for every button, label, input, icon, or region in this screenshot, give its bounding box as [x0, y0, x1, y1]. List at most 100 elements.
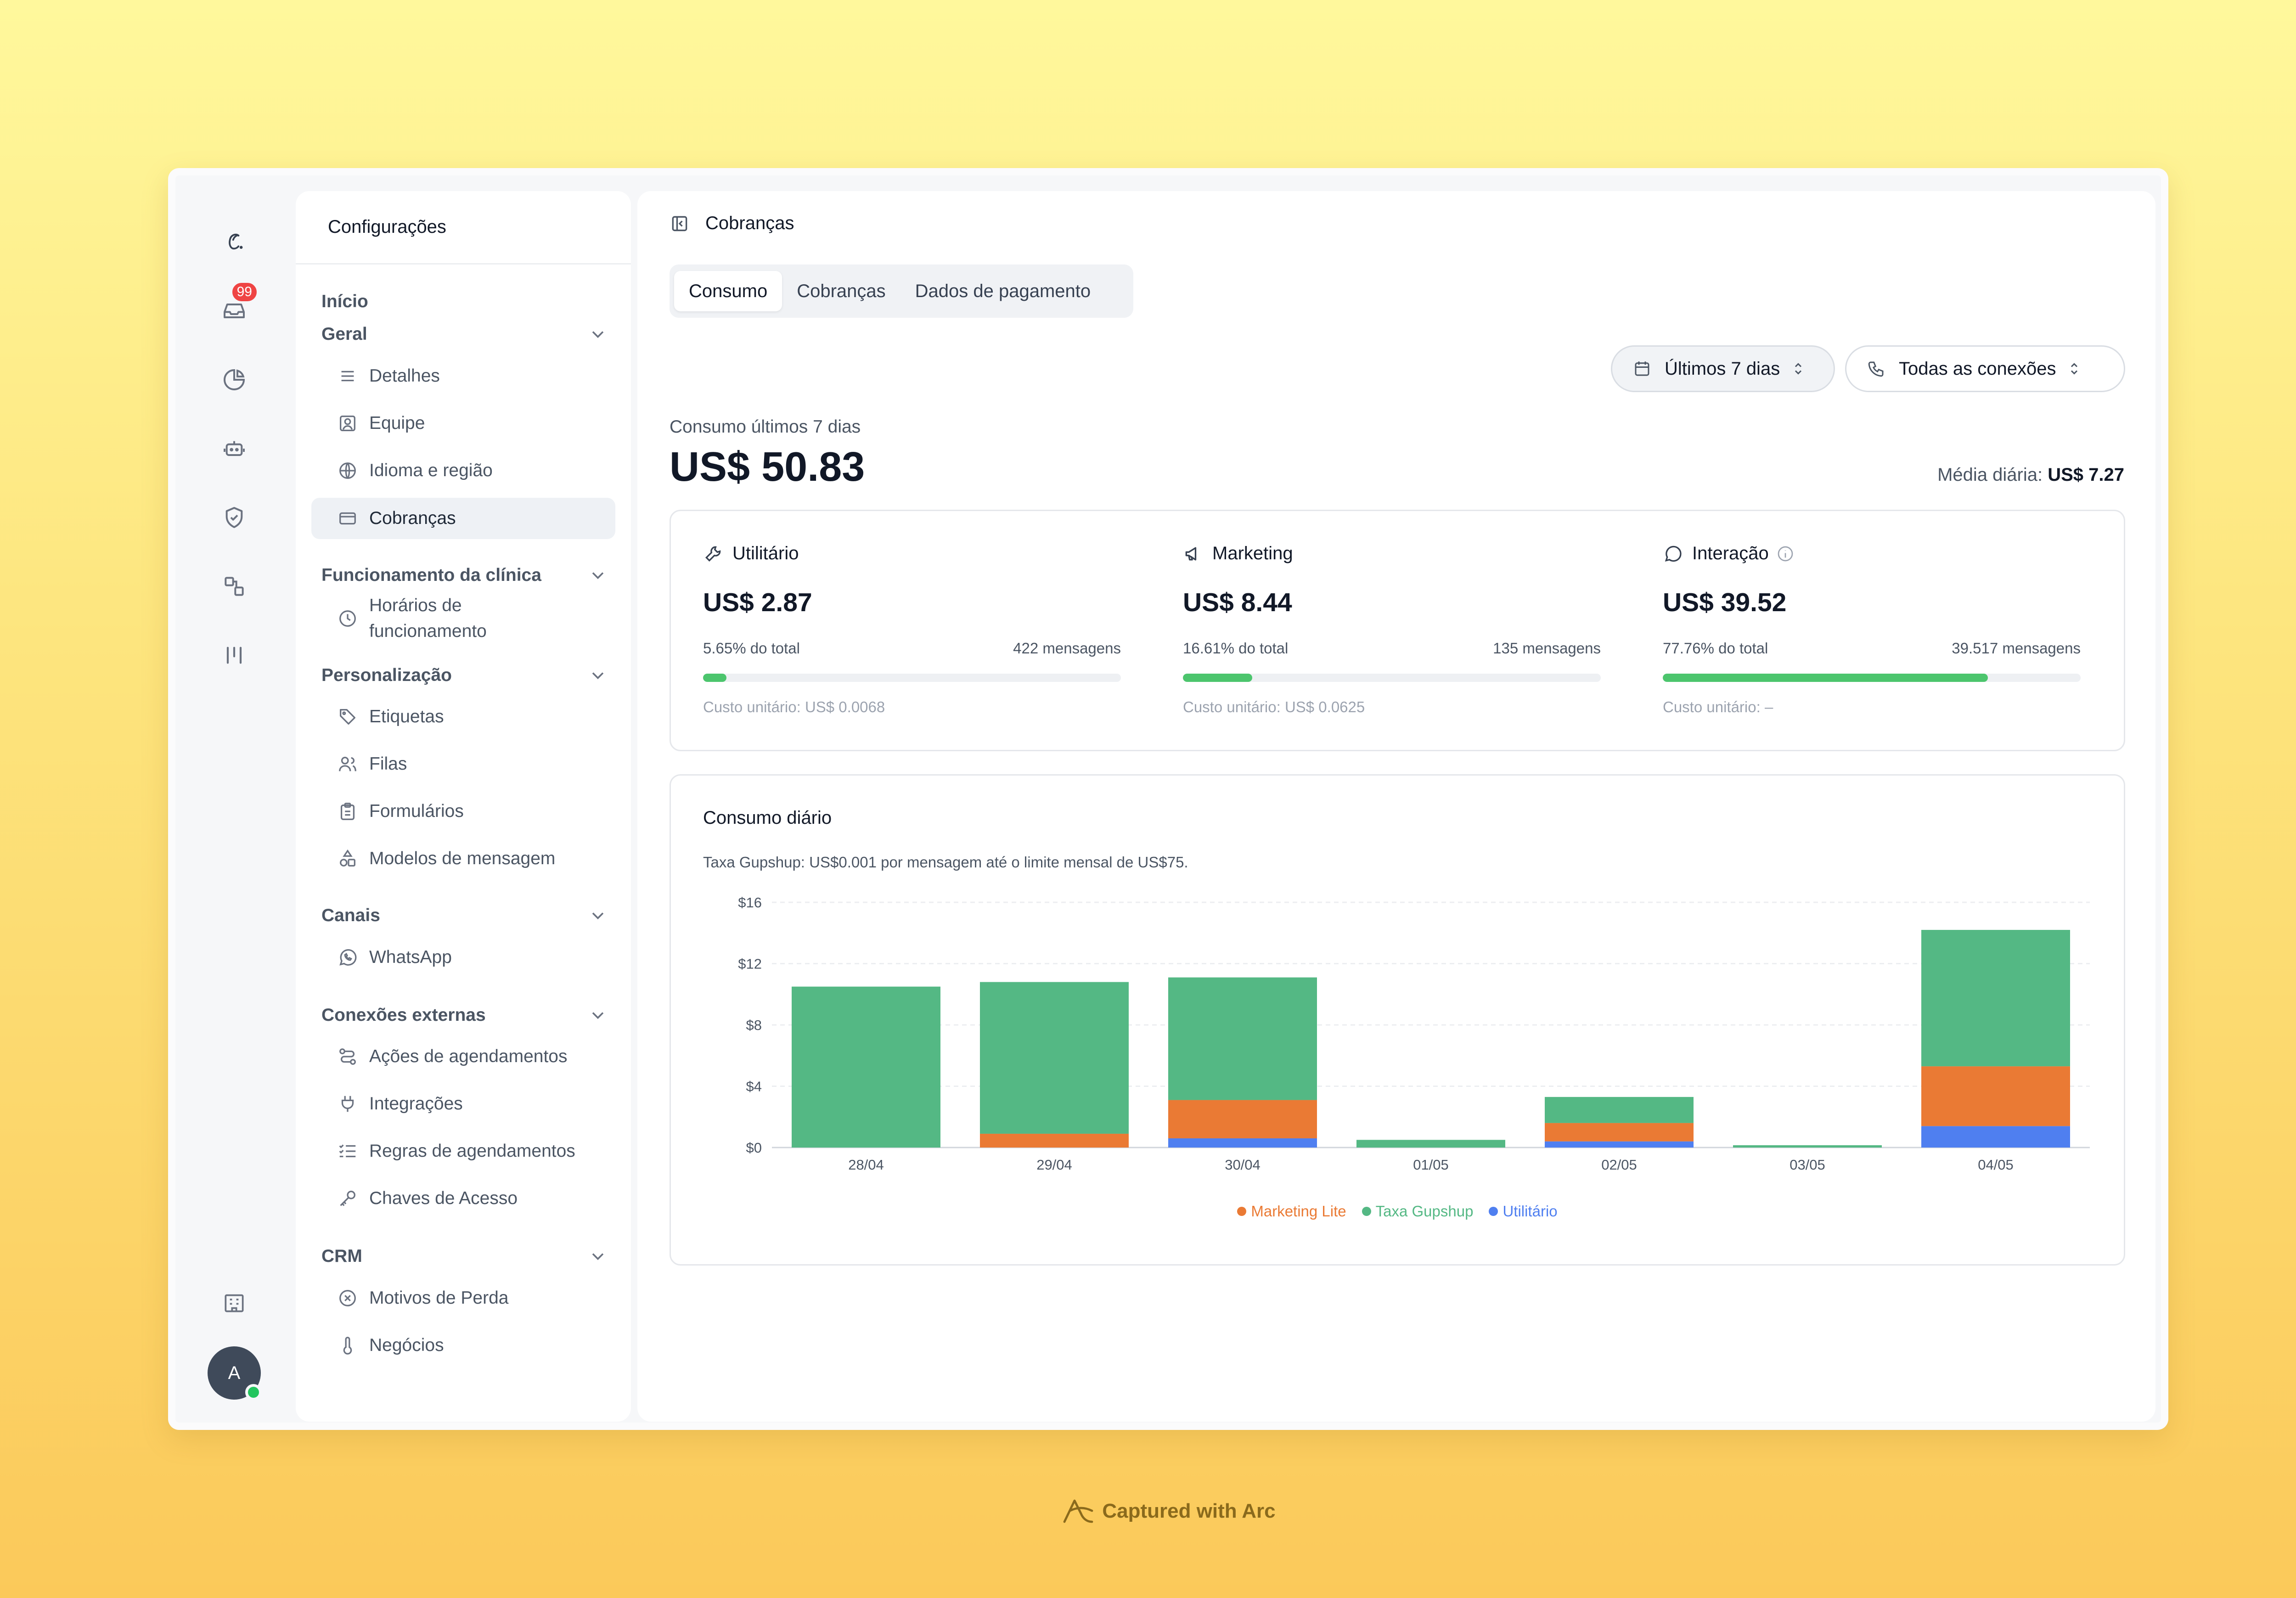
sidebar-item-idioma[interactable]: Idioma e região — [311, 450, 615, 491]
sidebar-item-chaves[interactable]: Chaves de Acesso — [311, 1178, 615, 1219]
card-messages: 422 mensagens — [1013, 640, 1121, 657]
user-avatar[interactable]: A — [208, 1346, 262, 1401]
sidebar-item-cobrancas[interactable]: Cobranças — [311, 498, 615, 539]
category-cards: Utilitário US$ 2.87 5.65% do total 422 m… — [670, 510, 2125, 751]
sidebar-item-motivos[interactable]: Motivos de Perda — [311, 1277, 615, 1319]
sidebar-item-acoes[interactable]: Ações de agendamentos — [311, 1036, 615, 1077]
building-icon[interactable] — [214, 1282, 255, 1323]
legend-swatch — [1489, 1207, 1498, 1216]
card-percent: 77.76% do total — [1663, 640, 1768, 657]
chart-pie-icon[interactable] — [214, 359, 255, 400]
logo-icon[interactable] — [214, 221, 255, 263]
connections-select[interactable]: Todas as conexões — [1845, 345, 2125, 392]
phone-icon — [1868, 361, 1884, 377]
legend-item[interactable]: Taxa Gupshup — [1362, 1203, 1474, 1220]
legend-label: Taxa Gupshup — [1375, 1203, 1474, 1220]
route-icon — [339, 1048, 356, 1065]
kanban-icon[interactable] — [214, 635, 255, 676]
chevron-down-icon — [592, 912, 604, 920]
section-personalizacao[interactable]: Personalização — [321, 657, 608, 694]
x-circle-icon — [339, 1290, 356, 1306]
avatar-initial: A — [228, 1362, 241, 1383]
bar-segment-taxa-gupshup — [1168, 977, 1317, 1100]
sidebar-item-regras[interactable]: Regras de agendamentos — [311, 1131, 615, 1172]
plug-icon — [341, 1096, 354, 1112]
card-percent: 5.65% do total — [703, 640, 800, 657]
x-tick-label: 04/05 — [1978, 1157, 2014, 1173]
period-select-value: Últimos 7 dias — [1665, 358, 1780, 379]
sidebar-item-etiquetas[interactable]: Etiquetas — [311, 696, 615, 737]
section-geral[interactable]: Geral — [321, 316, 608, 353]
card-messages: 135 mensagens — [1493, 640, 1601, 657]
legend-swatch — [1237, 1207, 1247, 1216]
card-percent: 16.61% do total — [1183, 640, 1289, 657]
settings-sidebar: Configurações Início Geral Detalhes Equi… — [296, 191, 631, 1422]
sidebar-item-label: Horários de funcionamento — [369, 596, 487, 641]
sidebar-title: Configurações — [296, 191, 631, 264]
bar-segment-taxa-gupshup — [1921, 930, 2070, 1067]
chevron-up-down-icon — [2071, 363, 2078, 375]
sidebar-item-integracoes[interactable]: Integrações — [311, 1083, 615, 1125]
section-conexoes[interactable]: Conexões externas — [321, 997, 608, 1034]
info-icon[interactable] — [1776, 545, 1795, 563]
tab-consumo[interactable]: Consumo — [674, 271, 782, 311]
legend-label: Marketing Lite — [1251, 1203, 1346, 1220]
card-marketing: Marketing US$ 8.44 16.61% do total 135 m… — [1183, 511, 1601, 750]
sidebar-item-formularios[interactable]: Formulários — [311, 791, 615, 832]
connections-select-value: Todas as conexões — [1899, 358, 2056, 379]
section-canais[interactable]: Canais — [321, 897, 608, 934]
y-tick-label: $12 — [738, 956, 762, 972]
x-tick-label: 30/04 — [1225, 1157, 1261, 1173]
card-title: Marketing — [1212, 543, 1293, 563]
daily-average-value: US$ 7.27 — [2048, 465, 2124, 485]
sidebar-item-equipe[interactable]: Equipe — [311, 403, 615, 444]
sidebar-item-label: Etiquetas — [369, 707, 444, 726]
arc-capture-text: Captured with Arc — [1102, 1500, 1276, 1522]
bar-segment-marketing-lite — [1921, 1066, 2070, 1126]
legend-item[interactable]: Utilitário — [1489, 1203, 1558, 1220]
bot-icon[interactable] — [214, 428, 255, 469]
section-label: CRM — [321, 1246, 362, 1266]
sidebar-item-whatsapp[interactable]: WhatsApp — [311, 937, 615, 978]
x-tick-label: 29/04 — [1036, 1157, 1072, 1173]
wrench-icon — [705, 546, 721, 562]
card-progress-bar — [1663, 674, 2081, 682]
chevron-down-icon — [592, 572, 604, 580]
legend-swatch — [1362, 1207, 1371, 1216]
chevron-up-down-icon — [1795, 363, 1802, 375]
sidebar-item-horarios[interactable]: Horários de funcionamento — [311, 593, 615, 644]
tab-cobrancas[interactable]: Cobranças — [797, 281, 886, 301]
section-label: Canais — [321, 906, 380, 925]
period-select[interactable]: Últimos 7 dias — [1611, 345, 1835, 392]
tag-icon — [340, 709, 355, 725]
y-tick-label: $8 — [746, 1017, 762, 1033]
legend-item[interactable]: Marketing Lite — [1237, 1203, 1346, 1220]
sidebar-item-modelos[interactable]: Modelos de mensagem — [311, 838, 615, 879]
sidebar-item-negocios[interactable]: Negócios — [311, 1325, 615, 1366]
bar-segment-taxa-gupshup — [1545, 1097, 1694, 1123]
total-value: US$ 50.83 — [670, 444, 865, 490]
chevron-down-icon — [592, 672, 604, 680]
section-crm[interactable]: CRM — [321, 1238, 608, 1275]
section-funcionamento[interactable]: Funcionamento da clínica — [321, 557, 608, 594]
x-tick-label: 28/04 — [848, 1157, 884, 1173]
clipboard-icon — [340, 803, 355, 820]
credit-card-icon — [339, 512, 356, 525]
tab-dados-pagamento[interactable]: Dados de pagamento — [915, 281, 1091, 301]
legend-label: Utilitário — [1503, 1203, 1558, 1220]
x-tick-label: 03/05 — [1790, 1157, 1825, 1173]
card-value: US$ 8.44 — [1183, 588, 1292, 617]
stacked-bar-plot: $0 $4 $8 $12 $16 28/04 29/04 30/04 01/05 02/05 03/… — [738, 895, 2090, 1173]
shield-icon[interactable] — [214, 497, 255, 538]
sidebar-item-inicio[interactable]: Início — [311, 281, 615, 322]
sidebar-item-detalhes[interactable]: Detalhes — [311, 355, 615, 397]
page-title: Cobranças — [705, 213, 794, 233]
inbox-icon[interactable]: 99 — [214, 281, 259, 332]
bar-segment-marketing-lite — [1545, 1123, 1694, 1142]
sidebar-item-label: Início — [321, 292, 368, 311]
sidebar-collapse-icon[interactable] — [670, 214, 690, 234]
sidebar-item-label: Modelos de mensagem — [369, 849, 556, 868]
sidebar-item-filas[interactable]: Filas — [311, 743, 615, 785]
card-value: US$ 39.52 — [1663, 588, 1787, 617]
integrations-icon[interactable] — [214, 566, 255, 607]
